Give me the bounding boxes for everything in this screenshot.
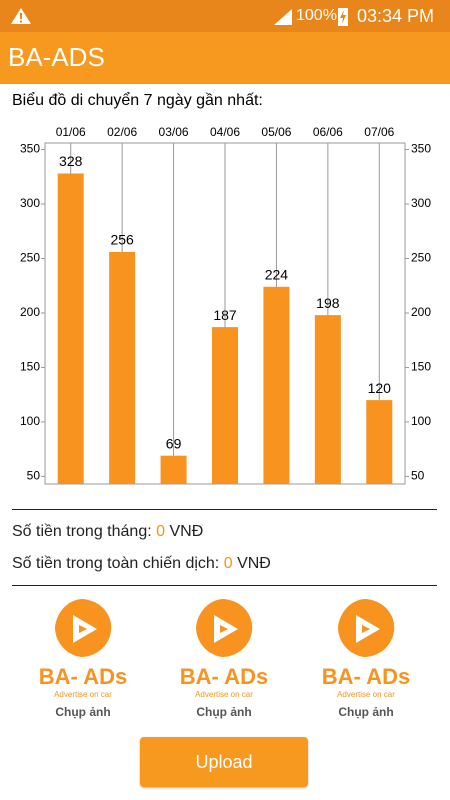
logo-brand: BA- ADs	[179, 664, 269, 689]
summary-row: Số tiền trong tháng: 0 VNĐ	[12, 523, 203, 541]
y-tick-label: 250	[20, 251, 40, 265]
bar	[57, 173, 84, 484]
summary-label: Số tiền trong tháng:	[12, 523, 152, 540]
clock: 03:34 PM	[357, 6, 435, 26]
y-tick-label: 350	[20, 142, 40, 156]
x-tick-label: 06/06	[313, 125, 343, 139]
logo-tagline: Advertise on car	[54, 690, 112, 699]
summary-amount: 0	[156, 523, 166, 540]
bar	[212, 327, 238, 484]
bar	[314, 315, 341, 484]
x-tick-label: 05/06	[261, 125, 291, 139]
photo-slot[interactable]: BA- ADs Advertise on car Chụp ảnh	[13, 597, 153, 719]
status-bar: 100% 03:34 PM	[0, 0, 450, 32]
signal-icon	[274, 9, 292, 25]
y2-tick-label: 100	[411, 414, 431, 428]
y-tick-label: 200	[20, 305, 40, 319]
x-tick-label: 07/06	[364, 125, 394, 139]
app-bar: BA-ADS	[0, 32, 450, 84]
summary-row: Số tiền trong toàn chiến dịch: 0 VNĐ	[12, 555, 271, 573]
data-label: 328	[59, 153, 83, 169]
summary-unit: VNĐ	[237, 555, 271, 572]
y2-tick-label: 250	[411, 251, 431, 265]
photo-label: Chụp ảnh	[55, 705, 111, 719]
divider	[12, 509, 437, 510]
logo-icon	[338, 599, 395, 657]
app-title: BA-ADS	[8, 42, 105, 72]
x-tick-label: 03/06	[159, 125, 189, 139]
divider	[12, 585, 437, 586]
logo-icon	[55, 599, 112, 657]
logo-tagline: Advertise on car	[195, 690, 253, 699]
data-label: 120	[368, 380, 392, 396]
logo-brand: BA- ADs	[38, 664, 128, 689]
warning-icon	[11, 8, 31, 24]
battery-icon	[338, 8, 348, 26]
photo-slot[interactable]: BA- ADs Advertise on car Chụp ảnh	[296, 597, 436, 719]
bar	[160, 455, 187, 484]
upload-button[interactable]: Upload	[140, 737, 308, 787]
summary-label: Số tiền trong toàn chiến dịch:	[12, 555, 220, 572]
summary-unit: VNĐ	[169, 523, 204, 540]
y-tick-label: 300	[20, 196, 40, 210]
data-label: 224	[265, 267, 289, 283]
logo-icon	[196, 599, 253, 657]
chart: Biểu đồ di chuyển 7 ngày gần nhất: 50 50 1…	[12, 91, 431, 485]
data-label: 187	[213, 307, 237, 323]
y2-tick-label: 350	[411, 142, 431, 156]
y2-tick-label: 150	[411, 360, 431, 374]
logo-tagline: Advertise on car	[337, 690, 395, 699]
photo-slot[interactable]: BA- ADs Advertise on car Chụp ảnh	[154, 597, 294, 719]
y2-tick-label: 200	[411, 305, 431, 319]
data-label: 256	[110, 232, 134, 248]
y-tick-label: 100	[20, 414, 40, 428]
x-tick-label: 04/06	[210, 125, 240, 139]
logo-brand: BA- ADs	[321, 664, 411, 689]
y2-tick-label: 300	[411, 196, 431, 210]
x-tick-label: 01/06	[56, 125, 86, 139]
photo-label: Chụp ảnh	[196, 705, 252, 719]
y-tick-label: 50	[27, 469, 41, 483]
y2-tick-label: 50	[411, 469, 425, 483]
photo-label: Chụp ảnh	[338, 705, 394, 719]
data-label: 69	[166, 435, 182, 451]
y-tick-label: 150	[20, 360, 40, 374]
summary-amount: 0	[223, 555, 233, 572]
battery-level: 100%	[296, 7, 337, 24]
data-label: 198	[316, 295, 340, 311]
chart-title: Biểu đồ di chuyển 7 ngày gần nhất:	[12, 91, 263, 109]
x-tick-label: 02/06	[107, 125, 137, 139]
bar	[109, 251, 136, 484]
bar	[366, 400, 393, 484]
bar	[263, 286, 290, 484]
